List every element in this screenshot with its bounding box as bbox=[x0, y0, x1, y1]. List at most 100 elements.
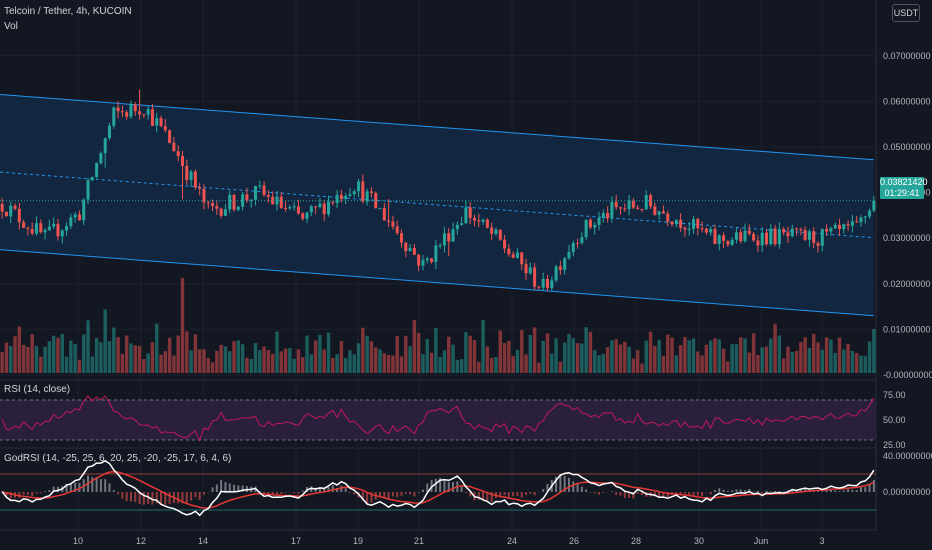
godrsi-legend[interactable]: GodRSI (14, -25, 25, 6, 20, 25, -20, -25… bbox=[4, 453, 232, 464]
candle-body bbox=[644, 195, 648, 210]
candle-body bbox=[86, 180, 90, 200]
volume-bar bbox=[739, 337, 743, 373]
candle-body bbox=[610, 202, 614, 219]
volume-bar bbox=[429, 352, 434, 373]
candle-body bbox=[558, 266, 562, 270]
volume-bar bbox=[378, 349, 382, 373]
volume-legend[interactable]: Vol bbox=[4, 21, 18, 32]
volume-bar bbox=[133, 345, 137, 373]
candle-body bbox=[198, 187, 202, 189]
candle-body bbox=[391, 221, 395, 227]
candle-body bbox=[47, 226, 51, 231]
price-tick-6: 0.01000000 bbox=[883, 324, 931, 334]
volume-bar bbox=[47, 341, 52, 373]
volume-bar bbox=[275, 331, 279, 373]
candle-body bbox=[563, 258, 567, 270]
candle-body bbox=[631, 200, 635, 208]
candle-body bbox=[760, 232, 764, 246]
candle-body bbox=[580, 237, 584, 243]
candle-body bbox=[103, 138, 107, 154]
volume-bar bbox=[601, 354, 606, 373]
rsi-line bbox=[1, 395, 875, 442]
volume-bar bbox=[236, 340, 241, 373]
rsi-pane bbox=[0, 395, 876, 442]
godrsi-hist-bar bbox=[593, 492, 596, 494]
currency-button[interactable]: USDT bbox=[892, 4, 920, 22]
volume-bar bbox=[511, 356, 515, 373]
last-price-value: 0.03821420 bbox=[880, 177, 928, 187]
volume-bar bbox=[708, 340, 713, 373]
volume-bar bbox=[580, 343, 584, 373]
candle-body bbox=[150, 109, 154, 126]
godrsi-hist-bar bbox=[426, 483, 429, 492]
volume-bar bbox=[498, 330, 502, 373]
candle-body bbox=[807, 231, 811, 240]
volume-bar bbox=[683, 337, 687, 373]
volume-bar bbox=[507, 340, 511, 373]
volume-bar bbox=[657, 339, 661, 373]
godrsi-hist-bar bbox=[125, 492, 128, 502]
candle-body bbox=[739, 232, 743, 242]
volume-bar bbox=[532, 327, 537, 373]
candle-body bbox=[747, 230, 751, 234]
candle-body bbox=[399, 233, 404, 243]
candle-body bbox=[13, 205, 17, 209]
godrsi-hist-bar bbox=[344, 488, 347, 492]
candle-body bbox=[266, 194, 270, 197]
candle-body bbox=[206, 202, 210, 204]
candle-body bbox=[408, 248, 412, 252]
godrsi-hist-bar bbox=[628, 492, 631, 498]
candle-body bbox=[421, 260, 425, 266]
godrsi-hist-bar bbox=[65, 483, 68, 492]
time-axis[interactable]: 10 12 14 17 19 21 24 26 28 30 Jun 3 bbox=[73, 536, 825, 546]
volume-bar bbox=[34, 345, 39, 373]
candle-body bbox=[301, 213, 305, 219]
volume-bar bbox=[854, 353, 859, 373]
candle-body bbox=[507, 248, 511, 255]
volume-bar bbox=[812, 333, 816, 373]
godrsi-hist-bar bbox=[499, 492, 502, 498]
candle-body bbox=[533, 267, 537, 287]
godrsi-hist-bar bbox=[142, 492, 145, 505]
godrsi-hist-bar bbox=[804, 488, 807, 492]
godrsi-hist-bar bbox=[636, 492, 639, 494]
volume-bar bbox=[434, 327, 438, 373]
godrsi-hist-bar bbox=[842, 490, 845, 492]
volume-bar bbox=[292, 358, 296, 373]
candle-body bbox=[511, 254, 515, 258]
volume-bar bbox=[605, 347, 610, 373]
godrsi-hist-bar bbox=[443, 479, 446, 492]
godrsi-hist-bar bbox=[202, 492, 205, 495]
symbol-legend[interactable]: Telcoin / Tether, 4h, KUCOIN bbox=[4, 6, 132, 17]
godrsi-hist-bar bbox=[666, 492, 669, 497]
volume-bar bbox=[146, 353, 150, 373]
volume-bar bbox=[232, 341, 236, 373]
rsi-legend[interactable]: RSI (14, close) bbox=[4, 384, 71, 395]
volume-bar bbox=[412, 319, 417, 373]
volume-bar bbox=[786, 346, 790, 373]
godrsi-hist-bar bbox=[228, 483, 231, 492]
time-tick-10: Jun bbox=[754, 536, 769, 546]
candle-body bbox=[82, 199, 86, 221]
godrsi-hist-bar bbox=[26, 492, 29, 495]
candle-body bbox=[679, 219, 683, 228]
volume-bar bbox=[584, 327, 588, 373]
godrsi-hist-bar bbox=[434, 478, 437, 492]
godrsi-hist-bar bbox=[559, 474, 562, 492]
godrsi-hist-bar bbox=[769, 491, 772, 492]
countdown-value: 01:29:41 bbox=[884, 188, 920, 198]
godrsi-hist-bar bbox=[323, 488, 326, 492]
candle-body bbox=[215, 205, 219, 209]
candle-body bbox=[850, 221, 854, 226]
volume-bar bbox=[451, 344, 455, 373]
candle-body bbox=[588, 219, 592, 228]
candle-body bbox=[262, 185, 266, 195]
godrsi-hist-bar bbox=[78, 482, 81, 492]
godrsi-hist-bar bbox=[267, 492, 270, 494]
godrsi-hist-bar bbox=[452, 481, 455, 492]
volume-bar bbox=[494, 356, 498, 373]
rsi-tick-2: 25.00 bbox=[883, 440, 906, 450]
volume-bar bbox=[438, 357, 442, 373]
volume-bar bbox=[391, 355, 395, 373]
